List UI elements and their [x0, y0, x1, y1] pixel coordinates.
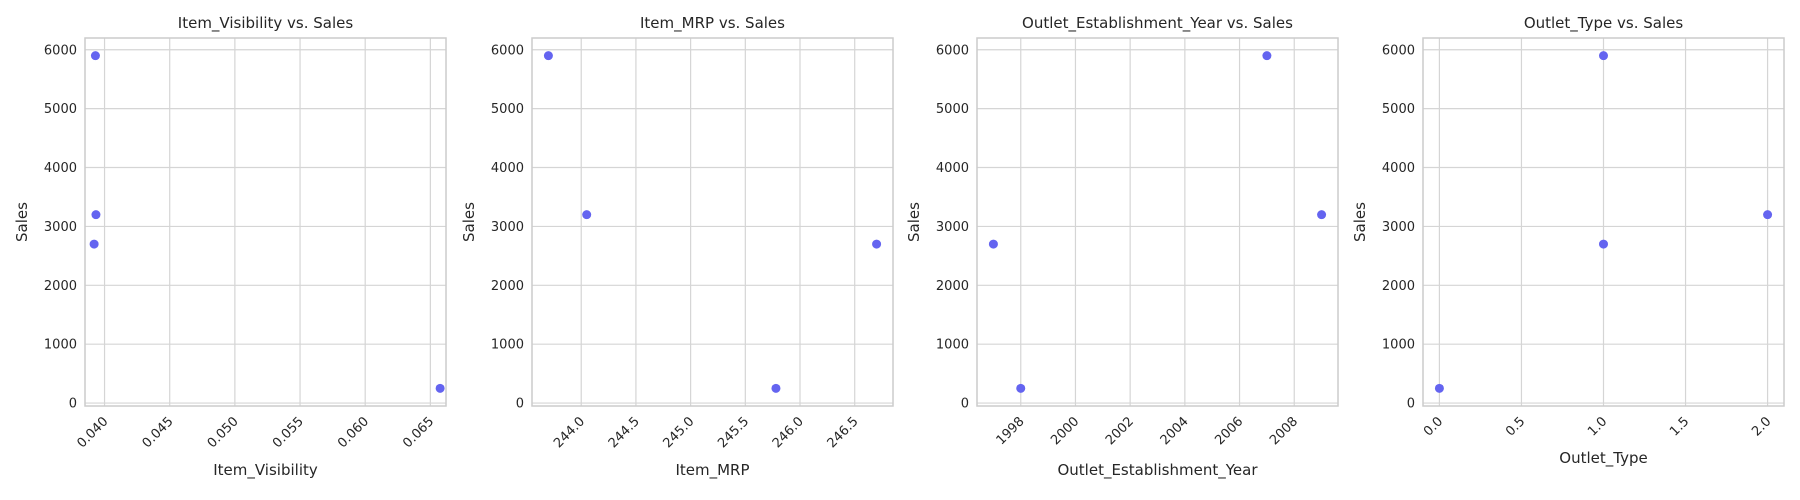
y-tick-label: 4000	[1382, 161, 1415, 176]
y-tick-label: 1000	[1382, 338, 1415, 353]
chart-title: Outlet_Establishment_Year vs. Sales	[1022, 14, 1293, 33]
data-point	[872, 239, 882, 249]
data-point	[771, 383, 781, 393]
y-tick-label: 5000	[491, 102, 524, 117]
data-point	[543, 51, 553, 61]
x-tick-label: 246.0	[770, 414, 807, 451]
y-tick-label: 6000	[1382, 43, 1415, 58]
x-tick-label: 0.045	[140, 414, 177, 451]
y-tick-label: 1000	[44, 338, 77, 353]
data-point	[435, 383, 445, 393]
subplot-1: Item_Visibility vs. Sales 0 1000 2000 3000 40…	[13, 14, 447, 480]
x-tick-label: 244.5	[606, 414, 643, 451]
data-point	[91, 210, 101, 220]
y-tick-label: 4000	[491, 161, 524, 176]
x-tick-label: 1998	[994, 414, 1028, 448]
data-point	[1599, 239, 1608, 249]
y-tick-label: 2000	[44, 279, 77, 294]
y-tick-label: 2000	[491, 279, 524, 294]
x-axis-label: Outlet_Establishment_Year	[1057, 461, 1258, 480]
x-tick-label: 0.065	[400, 414, 437, 451]
x-tick-label: 0.055	[270, 414, 307, 451]
data-point	[1016, 383, 1026, 393]
x-tick-label: 2006	[1212, 414, 1246, 448]
y-tick-label: 6000	[936, 43, 969, 58]
x-tick-label: 2008	[1267, 414, 1301, 448]
data-point	[1434, 383, 1444, 393]
plot-frame	[976, 37, 1339, 407]
x-tick-label: 246.5	[825, 414, 862, 451]
subplot-4: Outlet_Type vs. Sales 0 1000 2000 3000 4000 50…	[1351, 14, 1785, 468]
data-point	[90, 51, 100, 61]
plot-area	[85, 38, 446, 406]
data-point	[1262, 51, 1272, 61]
x-tick-label: 2.0	[1749, 414, 1774, 439]
y-tick-label: 1000	[491, 338, 524, 353]
x-axis-label: Item_Visibility	[213, 461, 318, 480]
plot-frame	[1422, 37, 1785, 407]
data-point	[988, 239, 998, 249]
y-tick-label: 5000	[1382, 102, 1415, 117]
y-tick-label: 3000	[491, 220, 524, 235]
y-tick-label: 4000	[44, 161, 77, 176]
x-tick-label: 0.0	[1421, 414, 1446, 439]
y-axis-label: Sales	[460, 202, 478, 242]
y-tick-label: 4000	[936, 161, 969, 176]
y-tick-label: 3000	[936, 220, 969, 235]
y-axis-label: Sales	[905, 202, 923, 242]
y-tick-label: 6000	[44, 43, 77, 58]
x-tick-label: 2002	[1103, 414, 1137, 448]
plot-area	[977, 38, 1338, 406]
y-tick-label: 0	[69, 397, 77, 412]
x-tick-label: 2000	[1048, 414, 1082, 448]
x-tick-label: 1.0	[1585, 414, 1610, 439]
subplot-2: Item_MRP vs. Sales 0 1000 2000 3000 4000 5000 6…	[460, 14, 894, 480]
x-tick-label: 244.0	[551, 414, 588, 451]
plot-frame	[531, 37, 894, 407]
data-point	[582, 210, 592, 220]
y-tick-label: 6000	[491, 43, 524, 58]
y-axis-label: Sales	[13, 202, 31, 242]
y-tick-label: 3000	[44, 220, 77, 235]
data-point	[1317, 210, 1327, 220]
data-point	[1599, 51, 1608, 61]
x-tick-label: 0.050	[205, 414, 242, 451]
data-point	[1763, 210, 1773, 220]
y-tick-label: 1000	[936, 338, 969, 353]
chart-title: Item_Visibility vs. Sales	[178, 14, 354, 33]
x-tick-label: 2004	[1158, 414, 1192, 448]
x-tick-label: 0.060	[335, 414, 372, 451]
y-tick-label: 5000	[44, 102, 77, 117]
plot-area	[532, 38, 893, 406]
x-tick-label: 0.5	[1503, 414, 1528, 439]
x-tick-label: 0.040	[74, 414, 111, 451]
chart-title: Outlet_Type vs. Sales	[1524, 14, 1684, 33]
plot-frame	[84, 37, 447, 407]
x-tick-label: 245.0	[661, 414, 698, 451]
x-tick-label: 1.5	[1667, 414, 1692, 439]
x-tick-label: 245.5	[715, 414, 752, 451]
y-tick-label: 5000	[936, 102, 969, 117]
x-axis-label: Outlet_Type	[1559, 449, 1647, 468]
y-tick-label: 0	[1407, 397, 1415, 412]
y-tick-label: 2000	[1382, 279, 1415, 294]
y-tick-label: 2000	[936, 279, 969, 294]
y-tick-label: 0	[961, 397, 969, 412]
subplot-3: Outlet_Establishment_Year vs. Sales 0 1000…	[905, 14, 1339, 480]
x-axis-label: Item_MRP	[675, 461, 749, 480]
y-axis-label: Sales	[1351, 202, 1369, 242]
chart-title: Item_MRP vs. Sales	[640, 14, 785, 33]
data-point	[89, 239, 99, 249]
y-tick-label: 0	[516, 397, 524, 412]
y-tick-label: 3000	[1382, 220, 1415, 235]
